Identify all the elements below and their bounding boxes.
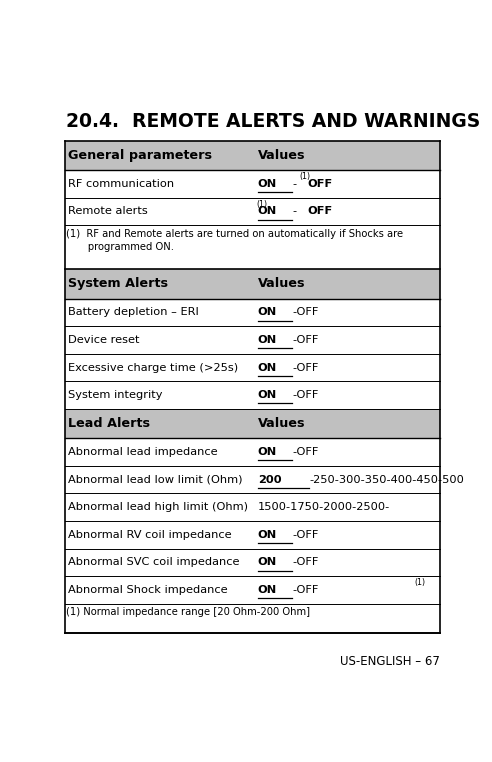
Text: Abnormal lead high limit (Ohm): Abnormal lead high limit (Ohm) — [68, 502, 248, 512]
Bar — [64, 576, 440, 604]
Bar — [64, 299, 440, 326]
Text: Device reset: Device reset — [68, 335, 140, 345]
Text: Values: Values — [258, 277, 306, 290]
Bar — [64, 438, 440, 466]
Text: ON: ON — [258, 307, 277, 317]
Bar — [64, 269, 440, 299]
Text: -OFF: -OFF — [292, 363, 319, 373]
Bar — [64, 197, 440, 226]
Text: -OFF: -OFF — [292, 557, 319, 567]
Text: 200: 200 — [258, 475, 281, 485]
Text: -: - — [292, 179, 296, 189]
Text: -OFF: -OFF — [292, 530, 319, 539]
Bar — [64, 141, 440, 170]
Bar — [64, 604, 440, 633]
Text: General parameters: General parameters — [68, 149, 212, 162]
Text: Remote alerts: Remote alerts — [68, 207, 148, 216]
Text: (1) Normal impedance range [20 Ohm-200 Ohm]: (1) Normal impedance range [20 Ohm-200 O… — [66, 607, 310, 617]
Text: ON: ON — [258, 585, 277, 595]
Text: ON: ON — [258, 207, 277, 216]
Text: Abnormal SVC coil impedance: Abnormal SVC coil impedance — [68, 557, 240, 567]
Text: ON: ON — [258, 530, 277, 539]
Bar — [64, 226, 440, 269]
Text: -: - — [292, 207, 296, 216]
Text: ON: ON — [258, 557, 277, 567]
Text: -OFF: -OFF — [292, 307, 319, 317]
Text: Abnormal lead impedance: Abnormal lead impedance — [68, 447, 217, 457]
Text: (1): (1) — [256, 200, 267, 209]
Text: Lead Alerts: Lead Alerts — [68, 417, 150, 430]
Text: System Alerts: System Alerts — [68, 277, 168, 290]
Text: (1): (1) — [299, 172, 310, 181]
Text: Excessive charge time (>25s): Excessive charge time (>25s) — [68, 363, 238, 373]
Text: -OFF: -OFF — [292, 390, 319, 400]
Text: System integrity: System integrity — [68, 390, 162, 400]
Text: ON: ON — [258, 363, 277, 373]
Text: ON: ON — [258, 335, 277, 345]
Text: -250-300-350-400-450-500: -250-300-350-400-450-500 — [309, 475, 464, 485]
Text: 1500-1750-2000-2500-: 1500-1750-2000-2500- — [258, 502, 390, 512]
Text: US-ENGLISH – 67: US-ENGLISH – 67 — [340, 655, 440, 668]
Text: Abnormal Shock impedance: Abnormal Shock impedance — [68, 585, 228, 595]
Text: Battery depletion – ERI: Battery depletion – ERI — [68, 307, 199, 317]
Bar — [64, 521, 440, 549]
Bar — [64, 549, 440, 576]
Text: ON: ON — [258, 390, 277, 400]
Text: ON: ON — [258, 447, 277, 457]
Text: (1)  RF and Remote alerts are turned on automatically if Shocks are
       progr: (1) RF and Remote alerts are turned on a… — [66, 229, 403, 252]
Bar — [64, 326, 440, 354]
Bar — [64, 170, 440, 197]
Text: RF communication: RF communication — [68, 179, 174, 189]
Text: (1): (1) — [414, 578, 426, 588]
Text: Abnormal lead low limit (Ohm): Abnormal lead low limit (Ohm) — [68, 475, 243, 485]
Text: Values: Values — [258, 149, 306, 162]
Bar — [64, 493, 440, 521]
Bar — [64, 354, 440, 381]
Text: OFF: OFF — [308, 179, 333, 189]
Text: -OFF: -OFF — [292, 335, 319, 345]
Bar — [64, 466, 440, 493]
Text: -OFF: -OFF — [292, 585, 319, 595]
Bar — [64, 381, 440, 409]
Text: Values: Values — [258, 417, 306, 430]
Text: -OFF: -OFF — [292, 447, 319, 457]
Bar — [64, 409, 440, 438]
Text: 20.4.  REMOTE ALERTS AND WARNINGS: 20.4. REMOTE ALERTS AND WARNINGS — [66, 112, 480, 131]
Text: OFF: OFF — [308, 207, 333, 216]
Text: ON: ON — [258, 179, 277, 189]
Text: Abnormal RV coil impedance: Abnormal RV coil impedance — [68, 530, 232, 539]
